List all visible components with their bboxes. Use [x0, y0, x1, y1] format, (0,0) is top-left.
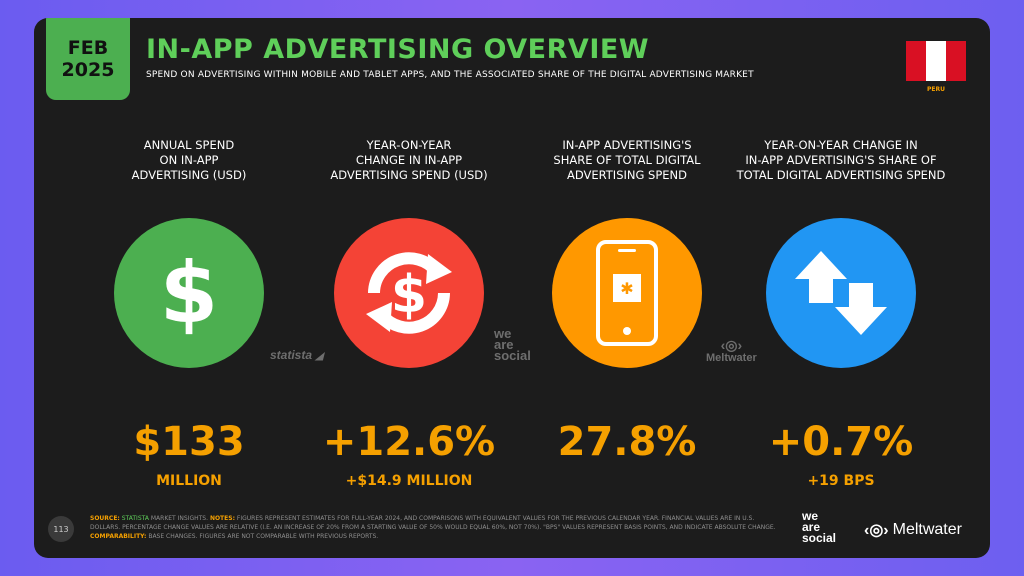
metric-sub-value: +19 BPS	[807, 473, 875, 489]
meltwater-watermark: ‹◎› Meltwater	[706, 337, 757, 364]
metric-annual-spend: ANNUAL SPEND ON IN-APP ADVERTISING (USD)…	[74, 138, 304, 489]
metric-label: IN-APP ADVERTISING'S SHARE OF TOTAL DIGI…	[553, 138, 701, 182]
metric-value: 27.8%	[557, 419, 697, 465]
metric-label: YEAR-ON-YEAR CHANGE IN IN-APP ADVERTISIN…	[736, 138, 946, 182]
metric-value: $133	[133, 419, 245, 465]
date-month: FEB	[67, 37, 109, 59]
metric-label: YEAR-ON-YEAR CHANGE IN IN-APP ADVERTISIN…	[330, 138, 488, 182]
smartphone-icon: ✱	[552, 218, 702, 368]
we-are-social-logo: we are social	[802, 509, 837, 545]
metric-yoy-spend-change: YEAR-ON-YEAR CHANGE IN IN-APP ADVERTISIN…	[294, 138, 524, 489]
metric-sub-value: MILLION	[156, 473, 222, 489]
slide: FEB 2025 IN-APP ADVERTISING OVERVIEW SPE…	[34, 18, 990, 558]
page-title: IN-APP ADVERTISING OVERVIEW	[146, 34, 650, 65]
meltwater-logo: ‹◎› Meltwater	[864, 521, 962, 539]
statista-watermark: statista ◢	[270, 348, 324, 362]
up-down-arrows-icon	[766, 218, 916, 368]
svg-text:✱: ✱	[620, 279, 633, 298]
metric-value: +0.7%	[768, 419, 914, 465]
country-label: PERU	[927, 86, 945, 93]
date-badge: FEB 2025	[46, 18, 130, 100]
source-footnote: SOURCE: STATISTA MARKET INSIGHTS. NOTES:…	[90, 515, 776, 540]
date-year: 2025	[61, 59, 115, 81]
metric-sub-value: +$14.9 MILLION	[345, 473, 473, 489]
metric-yoy-share-change: YEAR-ON-YEAR CHANGE IN IN-APP ADVERTISIN…	[726, 138, 956, 489]
dollar-icon: $	[114, 218, 264, 368]
dollar-cycle-icon: $	[334, 218, 484, 368]
meltwater-icon: ‹◎›	[864, 522, 889, 539]
page-subtitle: SPEND ON ADVERTISING WITHIN MOBILE AND T…	[146, 70, 754, 80]
we-are-social-watermark: we are social	[494, 326, 531, 363]
svg-text:$: $	[391, 265, 427, 325]
peru-flag-icon	[906, 41, 966, 81]
metric-value: +12.6%	[322, 419, 496, 465]
metric-label: ANNUAL SPEND ON IN-APP ADVERTISING (USD)	[131, 138, 247, 182]
page-number: 113	[48, 516, 74, 542]
metric-share-of-digital: IN-APP ADVERTISING'S SHARE OF TOTAL DIGI…	[512, 138, 742, 473]
